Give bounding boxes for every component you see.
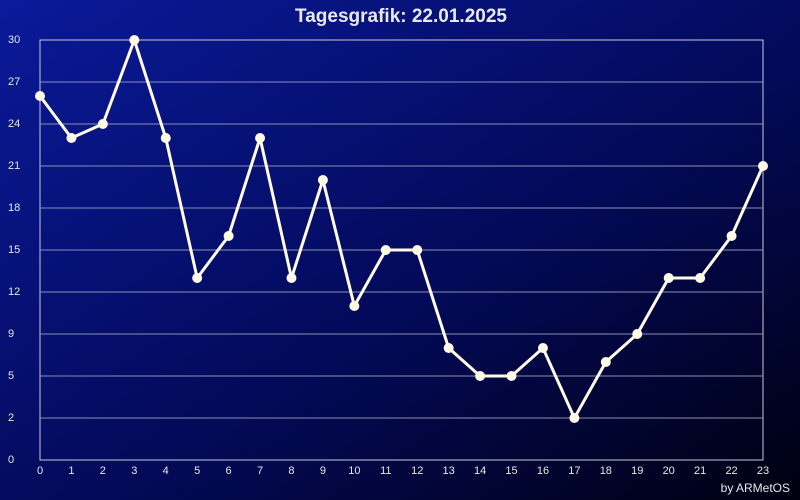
data-point [600,357,611,367]
footer: by ARMetOS [721,481,790,495]
x-tick-label: 13 [443,465,455,477]
data-point [758,161,768,171]
y-tick-label: 15 [8,244,20,256]
data-point [475,371,486,381]
data-point [255,133,266,143]
data-point [129,35,140,45]
x-tick-label: 14 [474,465,486,477]
x-tick-label: 8 [288,465,294,477]
data-point [695,273,706,283]
data-point [443,343,454,353]
y-tick-label: 24 [8,118,20,130]
y-tick-label: 27 [8,76,20,88]
x-tick-label: 23 [757,465,769,477]
x-tick-label: 20 [663,465,675,477]
x-tick-label: 19 [631,465,643,477]
data-point [286,273,297,283]
x-tick-label: 16 [537,465,549,477]
x-tick-label: 10 [348,465,360,477]
x-tick-label: 18 [600,465,612,477]
x-tick-label: 22 [725,465,737,477]
x-tick-label: 12 [411,465,423,477]
chart-title: Tagesgrafik: 22.01.2025 [295,6,507,27]
y-tick-label: 18 [8,202,20,214]
y-tick-label: 30 [8,34,20,46]
x-tick-label: 15 [505,465,517,477]
x-tick-label: 4 [163,465,169,477]
y-tick-label: 5 [8,370,14,382]
x-tick-label: 5 [194,465,200,477]
data-point [97,119,108,129]
data-point [35,91,45,101]
data-point [223,231,234,241]
data-point [317,175,328,185]
series-line [38,38,765,420]
data-point [506,371,517,381]
x-tick-label: 7 [257,465,263,477]
data-point [726,231,737,241]
data-point [160,133,171,143]
x-tick-label: 2 [100,465,106,477]
y-tick-label: 2 [8,412,14,424]
x-tick-label: 21 [694,465,706,477]
data-point [380,245,391,255]
x-tick-label: 0 [37,465,43,477]
x-tick-label: 3 [131,465,137,477]
y-tick-label: 12 [8,286,20,298]
x-tick-label: 11 [380,465,391,477]
x-tick-label: 1 [68,465,74,477]
y-tick-label: 0 [8,454,14,466]
data-point [192,273,203,283]
data-point [349,301,360,311]
x-tick-label: 17 [568,465,580,477]
data-point [66,133,77,143]
data-point [632,329,643,339]
y-tick-label: 9 [8,328,14,340]
x-tick-label: 6 [226,465,232,477]
x-tick-label: 9 [320,465,326,477]
data-point [412,245,423,255]
data-point [537,343,548,353]
data-point [569,413,580,423]
y-tick-label: 21 [8,160,20,172]
data-point [663,273,674,283]
